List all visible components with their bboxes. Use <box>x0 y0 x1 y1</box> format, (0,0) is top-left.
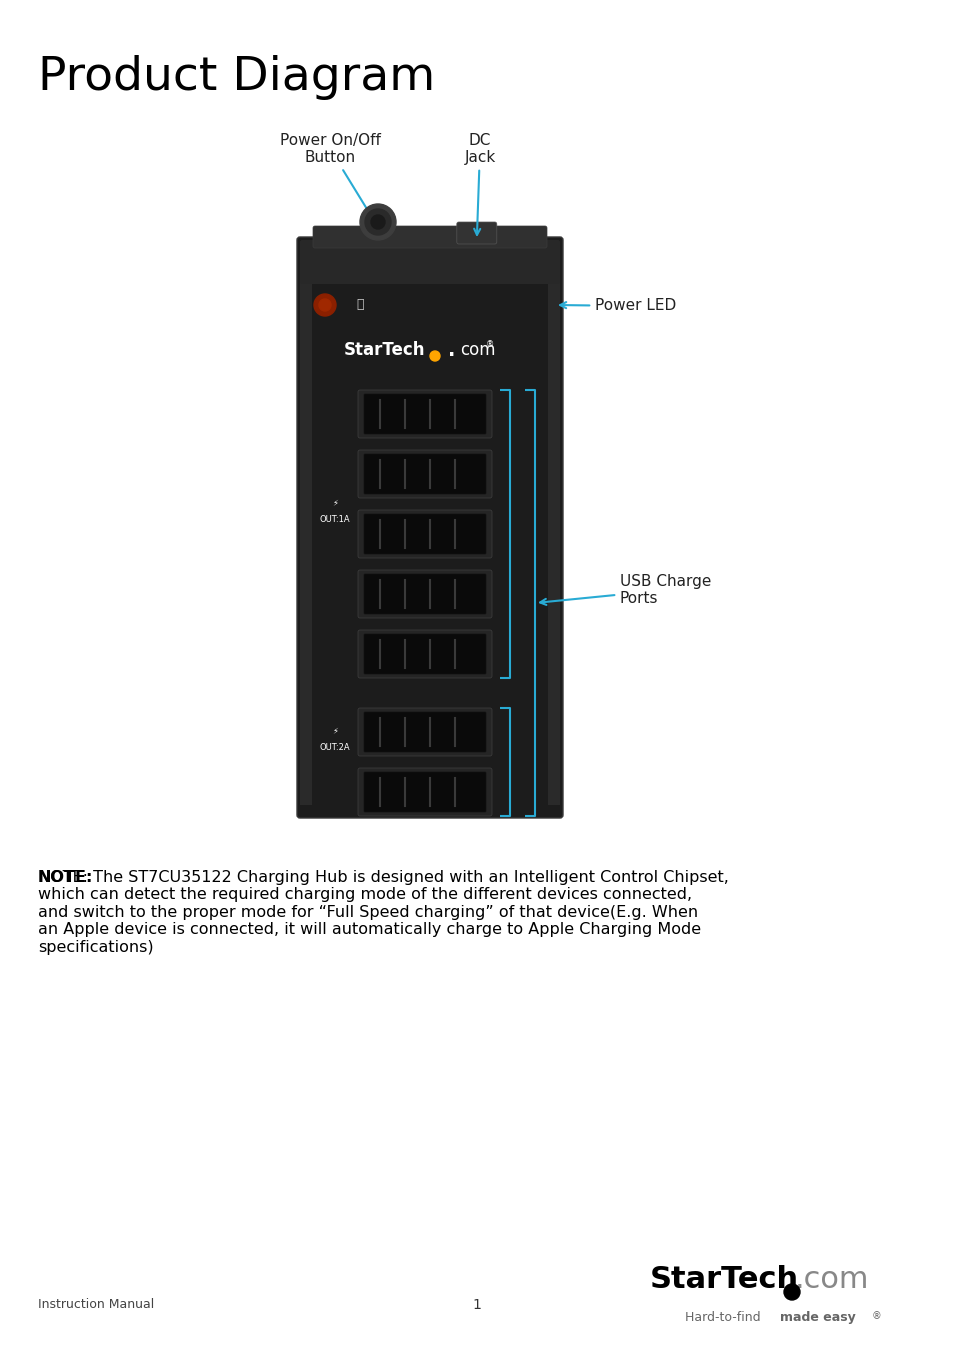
Circle shape <box>314 295 335 316</box>
FancyBboxPatch shape <box>456 222 497 243</box>
Circle shape <box>359 204 395 239</box>
Circle shape <box>365 208 391 235</box>
Text: DC
Jack: DC Jack <box>464 133 496 235</box>
Text: .: . <box>448 340 455 359</box>
Text: StarTech: StarTech <box>343 342 424 359</box>
Circle shape <box>430 351 439 360</box>
Text: ⏻: ⏻ <box>355 299 363 312</box>
Text: StarTech: StarTech <box>649 1266 799 1294</box>
Circle shape <box>318 299 331 311</box>
FancyBboxPatch shape <box>357 390 492 438</box>
FancyBboxPatch shape <box>357 707 492 756</box>
FancyBboxPatch shape <box>364 394 485 434</box>
Circle shape <box>371 215 385 229</box>
Text: made easy: made easy <box>780 1311 855 1323</box>
FancyBboxPatch shape <box>357 629 492 678</box>
Circle shape <box>783 1284 800 1301</box>
FancyBboxPatch shape <box>357 451 492 498</box>
Text: NOTE: The ST7CU35122 Charging Hub is designed with an Intelligent Control Chipse: NOTE: The ST7CU35122 Charging Hub is des… <box>38 870 728 955</box>
Text: USB Charge
Ports: USB Charge Ports <box>539 574 711 607</box>
Text: ®: ® <box>871 1311 881 1321</box>
Text: Instruction Manual: Instruction Manual <box>38 1298 154 1311</box>
FancyBboxPatch shape <box>364 712 485 752</box>
FancyBboxPatch shape <box>313 226 546 247</box>
Text: Power On/Off
Button: Power On/Off Button <box>279 133 380 223</box>
FancyBboxPatch shape <box>364 514 485 554</box>
FancyBboxPatch shape <box>299 239 559 284</box>
Text: Hard-to-find: Hard-to-find <box>684 1311 763 1323</box>
FancyBboxPatch shape <box>357 768 492 816</box>
Text: Product Diagram: Product Diagram <box>38 55 435 100</box>
Text: ⚡: ⚡ <box>332 726 337 736</box>
FancyBboxPatch shape <box>364 574 485 615</box>
Text: ®: ® <box>485 340 494 350</box>
Text: com: com <box>459 342 495 359</box>
Text: Power LED: Power LED <box>559 299 676 313</box>
Bar <box>299 250 312 806</box>
Bar <box>547 250 559 806</box>
Text: .com: .com <box>794 1266 868 1294</box>
Text: NOTE:: NOTE: <box>38 870 93 885</box>
FancyBboxPatch shape <box>296 237 562 818</box>
Text: OUT:1A: OUT:1A <box>319 515 350 525</box>
FancyBboxPatch shape <box>364 772 485 812</box>
FancyBboxPatch shape <box>357 570 492 617</box>
FancyBboxPatch shape <box>357 510 492 558</box>
FancyBboxPatch shape <box>364 633 485 674</box>
FancyBboxPatch shape <box>364 455 485 494</box>
Text: OUT:2A: OUT:2A <box>319 744 350 752</box>
Text: 1: 1 <box>472 1298 481 1311</box>
Text: ⚡: ⚡ <box>332 499 337 507</box>
